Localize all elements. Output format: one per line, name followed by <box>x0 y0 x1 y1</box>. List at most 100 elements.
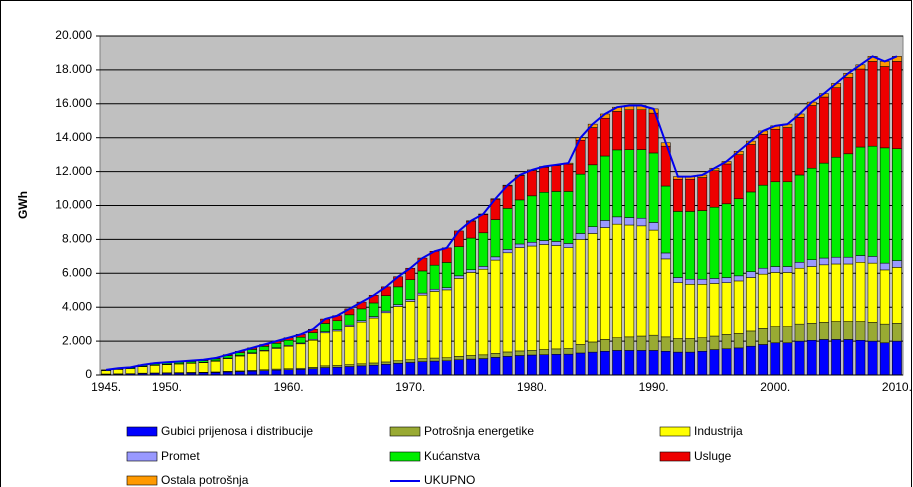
bar-segment <box>892 323 902 342</box>
bar-segment <box>478 268 489 356</box>
y-tick-label: 6.000 <box>62 265 92 279</box>
legend-swatch <box>126 451 158 462</box>
bar-segment <box>113 369 124 375</box>
bar-segment <box>539 240 549 245</box>
x-tick-label: 1980. <box>517 380 547 394</box>
bar-segment <box>831 263 841 322</box>
bar-segment <box>514 199 525 245</box>
bar-segment <box>855 262 866 322</box>
y-tick-label: 20.000 <box>55 28 92 42</box>
legend-label: Industrija <box>694 424 743 438</box>
bar-segment <box>174 363 184 373</box>
legend-swatch <box>659 426 691 437</box>
bar-segment <box>636 225 647 337</box>
bar-segment <box>478 214 489 234</box>
bar-segment <box>259 346 270 351</box>
bar-segment <box>551 348 562 355</box>
bar-segment <box>441 247 452 263</box>
bar-segment <box>794 117 805 176</box>
bar-segment <box>600 339 610 352</box>
bar-segment <box>660 258 671 338</box>
bar-segment <box>405 299 416 302</box>
bar-segment <box>660 185 671 254</box>
bar-segment <box>612 223 622 338</box>
bar-segment <box>539 192 549 241</box>
x-tick-label: 1970. <box>395 380 425 394</box>
bar-segment <box>551 354 562 376</box>
legend-label: Gubici prijenosa i distribucije <box>161 424 313 438</box>
bar-segment <box>320 332 330 367</box>
bar-segment <box>283 369 294 376</box>
bar-segment <box>454 356 464 360</box>
bar-segment <box>466 355 476 360</box>
bar-segment <box>466 358 476 376</box>
bar-segment <box>733 333 744 349</box>
bar-segment <box>551 191 562 242</box>
bar-segment <box>831 339 841 376</box>
bar-segment <box>819 162 829 259</box>
bar-segment <box>782 272 793 327</box>
bar-segment <box>770 272 781 327</box>
bar-segment <box>819 322 829 340</box>
bar-segment <box>794 323 805 342</box>
legend-swatch <box>659 451 691 462</box>
bar-segment <box>575 173 586 234</box>
bar-segment <box>758 134 768 186</box>
bar-segment <box>685 211 695 280</box>
bar-segment <box>539 349 549 355</box>
bar-segment <box>892 61 902 149</box>
bar-segment <box>685 284 695 339</box>
bar-segment <box>721 203 732 278</box>
bar-segment <box>417 270 428 294</box>
bar-segment <box>454 230 464 247</box>
bar-segment <box>709 349 720 376</box>
bar-segment <box>600 117 610 157</box>
bar-segment <box>843 77 854 155</box>
bar-segment <box>295 369 306 376</box>
legend-label: UKUPNO <box>424 473 475 487</box>
bar-segment <box>271 369 282 376</box>
bar-segment <box>587 233 598 343</box>
bar-segment <box>709 278 720 284</box>
bar-segment <box>733 280 744 334</box>
bar-segment <box>454 359 464 376</box>
bar-segment <box>636 217 647 227</box>
legend-label: Potrošnja energetike <box>424 424 534 438</box>
bar-segment <box>393 286 403 305</box>
bar-segment <box>271 343 282 348</box>
bar-segment <box>490 219 501 258</box>
bar-segment <box>794 340 805 376</box>
bar-segment <box>697 351 708 376</box>
bar-segment <box>648 222 659 231</box>
x-tick-label: 1990. <box>639 380 669 394</box>
bar-segment <box>198 362 209 373</box>
bar-segment <box>867 61 878 147</box>
bar-segment <box>892 148 902 261</box>
bar-segment <box>831 256 841 265</box>
bar-segment <box>855 340 866 376</box>
bar-segment <box>101 370 111 375</box>
bar-segment <box>332 330 343 366</box>
bar-segment <box>527 354 537 376</box>
legend-label: Kućanstva <box>424 449 480 463</box>
bar-segment <box>356 363 367 367</box>
bar-segment <box>612 111 622 151</box>
bar-segment <box>648 334 659 351</box>
bar-segment <box>368 362 379 366</box>
bar-segment <box>356 365 367 376</box>
bar-segment <box>125 368 136 374</box>
bar-segment <box>867 145 878 257</box>
bar-segment <box>478 232 489 267</box>
bar-segment <box>746 330 756 347</box>
y-tick-label: 16.000 <box>55 96 92 110</box>
legend-label: Promet <box>161 449 200 463</box>
bar-segment <box>636 149 647 219</box>
y-axis-label: GWh <box>16 191 30 219</box>
bar-segment <box>527 195 537 243</box>
bar-segment <box>806 266 817 324</box>
bar-segment <box>332 320 343 330</box>
bar-segment <box>527 350 537 356</box>
bar-segment <box>587 127 598 166</box>
bar-segment <box>660 351 671 376</box>
bar-segment <box>563 163 574 192</box>
